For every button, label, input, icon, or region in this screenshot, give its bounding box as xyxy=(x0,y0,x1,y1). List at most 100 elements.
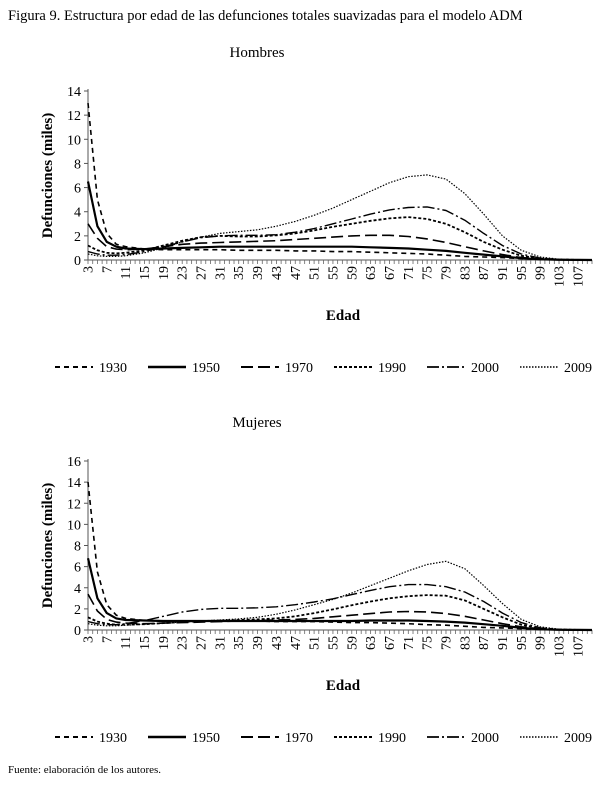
y-tick-label: 6 xyxy=(74,182,81,197)
legend-label-2000: 2000 xyxy=(471,731,499,746)
x-tick-label: 63 xyxy=(364,266,379,280)
x-tick-label: 79 xyxy=(439,266,454,280)
y-tick-label: 0 xyxy=(74,624,81,639)
source-note: Fuente: elaboración de los autores. xyxy=(8,764,162,776)
x-tick-label: 11 xyxy=(119,636,134,649)
x-tick-label: 71 xyxy=(402,636,417,650)
x-tick-label: 59 xyxy=(345,636,360,650)
x-tick-label: 99 xyxy=(534,636,549,650)
legend-label-1950: 1950 xyxy=(192,731,220,746)
x-tick-label: 15 xyxy=(138,266,153,280)
x-tick-label: 75 xyxy=(421,266,436,280)
x-tick-label: 51 xyxy=(308,266,323,280)
y-tick-label: 16 xyxy=(67,455,81,470)
legend-label-1950: 1950 xyxy=(192,361,220,376)
chart-hombres: Hombres 0 2 4 6 8 10 12 14 3 7 11 15 19 23 27 31 35 39 43 47… xyxy=(40,45,593,376)
x-tick-label: 103 xyxy=(553,636,568,657)
legend-label-1930: 1930 xyxy=(99,731,127,746)
legend-label-1990: 1990 xyxy=(378,361,406,376)
y-tick-label: 12 xyxy=(67,109,81,124)
x-axis-label: Edad xyxy=(326,308,361,324)
x-tick-label: 99 xyxy=(534,266,549,280)
legend-label-1990: 1990 xyxy=(378,731,406,746)
legend-label-1930: 1930 xyxy=(99,361,127,376)
series-line-1950 xyxy=(86,181,593,262)
y-tick-label: 8 xyxy=(74,540,81,555)
x-tick-label: 107 xyxy=(571,636,586,657)
x-tick-label: 55 xyxy=(326,266,341,280)
series-line-2000 xyxy=(87,583,593,631)
chart-mujeres: Mujeres 0 2 4 6 8 10 12 14 16 3 7 11 15 19 23 27 31 35 39 43… xyxy=(40,415,593,746)
x-tick-label: 23 xyxy=(176,266,191,280)
x-tick-label: 43 xyxy=(270,636,285,650)
x-tick-label: 19 xyxy=(157,266,172,280)
series-line-1970 xyxy=(87,223,593,261)
y-tick-label: 10 xyxy=(67,133,81,148)
y-axis-label: Defunciones (miles) xyxy=(40,483,56,608)
y-tick-label: 8 xyxy=(74,157,81,172)
series-line-1990 xyxy=(87,594,593,631)
x-axis-label: Edad xyxy=(326,678,361,694)
x-tick-label: 91 xyxy=(496,636,511,650)
x-tick-label: 7 xyxy=(100,266,115,273)
y-tick-label: 12 xyxy=(67,497,81,512)
y-tick-label: 14 xyxy=(67,85,81,100)
x-tick-label: 103 xyxy=(553,266,568,287)
chart-title: Mujeres xyxy=(232,415,281,431)
y-tick-label: 14 xyxy=(67,476,81,491)
y-tick-label: 2 xyxy=(74,603,81,618)
x-tick-label: 67 xyxy=(383,266,398,280)
x-tick-label: 27 xyxy=(195,636,210,650)
y-axis-label: Defunciones (miles) xyxy=(40,113,56,238)
x-tick-label: 83 xyxy=(458,266,473,280)
x-tick-label: 39 xyxy=(251,636,266,650)
x-tick-label: 35 xyxy=(232,266,247,280)
x-tick-label: 67 xyxy=(383,636,398,650)
y-tick-label: 6 xyxy=(74,561,81,576)
y-tick-label: 4 xyxy=(74,582,81,597)
legend-label-2009: 2009 xyxy=(564,731,592,746)
y-tick-label: 2 xyxy=(74,230,81,245)
x-tick-label: 35 xyxy=(232,636,247,650)
legend-label-2000: 2000 xyxy=(471,361,499,376)
x-tick-label: 59 xyxy=(345,266,360,280)
x-tick-label: 3 xyxy=(82,636,97,643)
x-tick-label: 47 xyxy=(289,636,304,650)
legend-label-1970: 1970 xyxy=(285,361,313,376)
x-tick-label: 75 xyxy=(421,636,436,650)
x-tick-label: 95 xyxy=(515,266,530,280)
x-tick-label: 71 xyxy=(402,266,417,280)
x-tick-label: 43 xyxy=(270,266,285,280)
x-tick-label: 15 xyxy=(138,636,153,650)
x-tick-label: 23 xyxy=(176,636,191,650)
x-tick-label: 79 xyxy=(439,636,454,650)
chart-title: Hombres xyxy=(230,45,285,61)
y-tick-label: 10 xyxy=(67,518,81,533)
x-tick-label: 63 xyxy=(364,636,379,650)
x-tick-label: 87 xyxy=(477,636,492,650)
y-tick-label: 0 xyxy=(74,254,81,269)
x-tick-label: 83 xyxy=(458,636,473,650)
x-tick-label: 19 xyxy=(157,636,172,650)
x-tick-label: 11 xyxy=(119,266,134,279)
x-tick-label: 27 xyxy=(195,266,210,280)
x-tick-label: 91 xyxy=(496,266,511,280)
series-line-1990 xyxy=(87,216,593,261)
figure-title: Figura 9. Estructura por edad de las def… xyxy=(8,8,523,24)
legend-label-1970: 1970 xyxy=(285,731,313,746)
x-tick-label: 95 xyxy=(515,636,530,650)
x-tick-label: 39 xyxy=(251,266,266,280)
series-line-2009 xyxy=(87,174,593,261)
x-tick-label: 3 xyxy=(82,266,97,273)
legend-label-2009: 2009 xyxy=(564,361,592,376)
x-tick-label: 7 xyxy=(100,636,115,643)
y-tick-label: 4 xyxy=(74,206,81,221)
series-line-1970 xyxy=(87,593,593,631)
x-tick-label: 47 xyxy=(289,266,304,280)
x-tick-label: 31 xyxy=(213,266,228,280)
x-tick-label: 55 xyxy=(326,636,341,650)
x-tick-label: 31 xyxy=(213,636,228,650)
x-tick-label: 87 xyxy=(477,266,492,280)
series-line-1950 xyxy=(86,557,593,632)
series-line-2009 xyxy=(87,560,593,631)
